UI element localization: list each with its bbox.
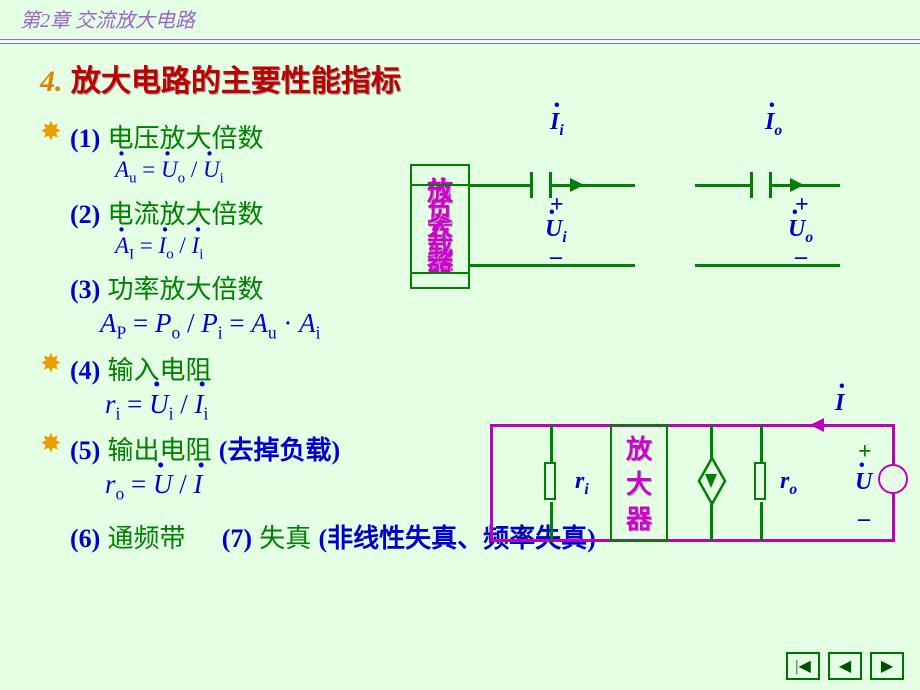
- resistor-ro-icon: [754, 462, 766, 500]
- bullet-star-icon: ✸: [40, 350, 70, 378]
- item-3-label: (3) 功率放大倍数: [70, 269, 264, 306]
- resistor-ri-icon: [544, 462, 556, 500]
- rule-top: [0, 39, 920, 40]
- phasor-A: A: [115, 157, 129, 183]
- slide-title: 4. 放大电路的主要性能指标: [40, 56, 890, 100]
- block-amplifier-2: 放 大 器: [610, 424, 668, 542]
- voltage-source-icon: [878, 464, 908, 494]
- item-1-num: (1): [70, 124, 100, 153]
- title-text: 放大电路的主要性能指标: [71, 65, 401, 98]
- block-load: 负 载: [410, 184, 470, 274]
- chapter-header: 第2章 交流放大电路: [0, 0, 920, 39]
- item-4: ✸ (4) 输入电阻: [40, 350, 890, 387]
- bullet-star-icon: ✸: [40, 118, 70, 146]
- nav-next-button[interactable]: ▶: [870, 652, 904, 680]
- equivalent-circuit: 放 大 器 ri ro I + U –: [480, 414, 910, 574]
- nav-buttons: |◀ ◀ ▶: [786, 652, 904, 680]
- formula-3: AP = Po / Pi = Au · Ai: [100, 308, 890, 343]
- item-4-label: (4) 输入电阻: [70, 350, 212, 387]
- title-number: 4.: [40, 65, 63, 98]
- slide-content: 4. 放大电路的主要性能指标 ✸ (1) 电压放大倍数 Au = Uo / Ui…: [0, 44, 920, 555]
- block-diagram: 信 号 源 放 大 器 负 载 Ii Io + Ui – + U: [410, 104, 920, 304]
- nav-first-button[interactable]: |◀: [786, 652, 820, 680]
- bullet-star-icon: ✸: [40, 430, 70, 458]
- nav-prev-button[interactable]: ◀: [828, 652, 862, 680]
